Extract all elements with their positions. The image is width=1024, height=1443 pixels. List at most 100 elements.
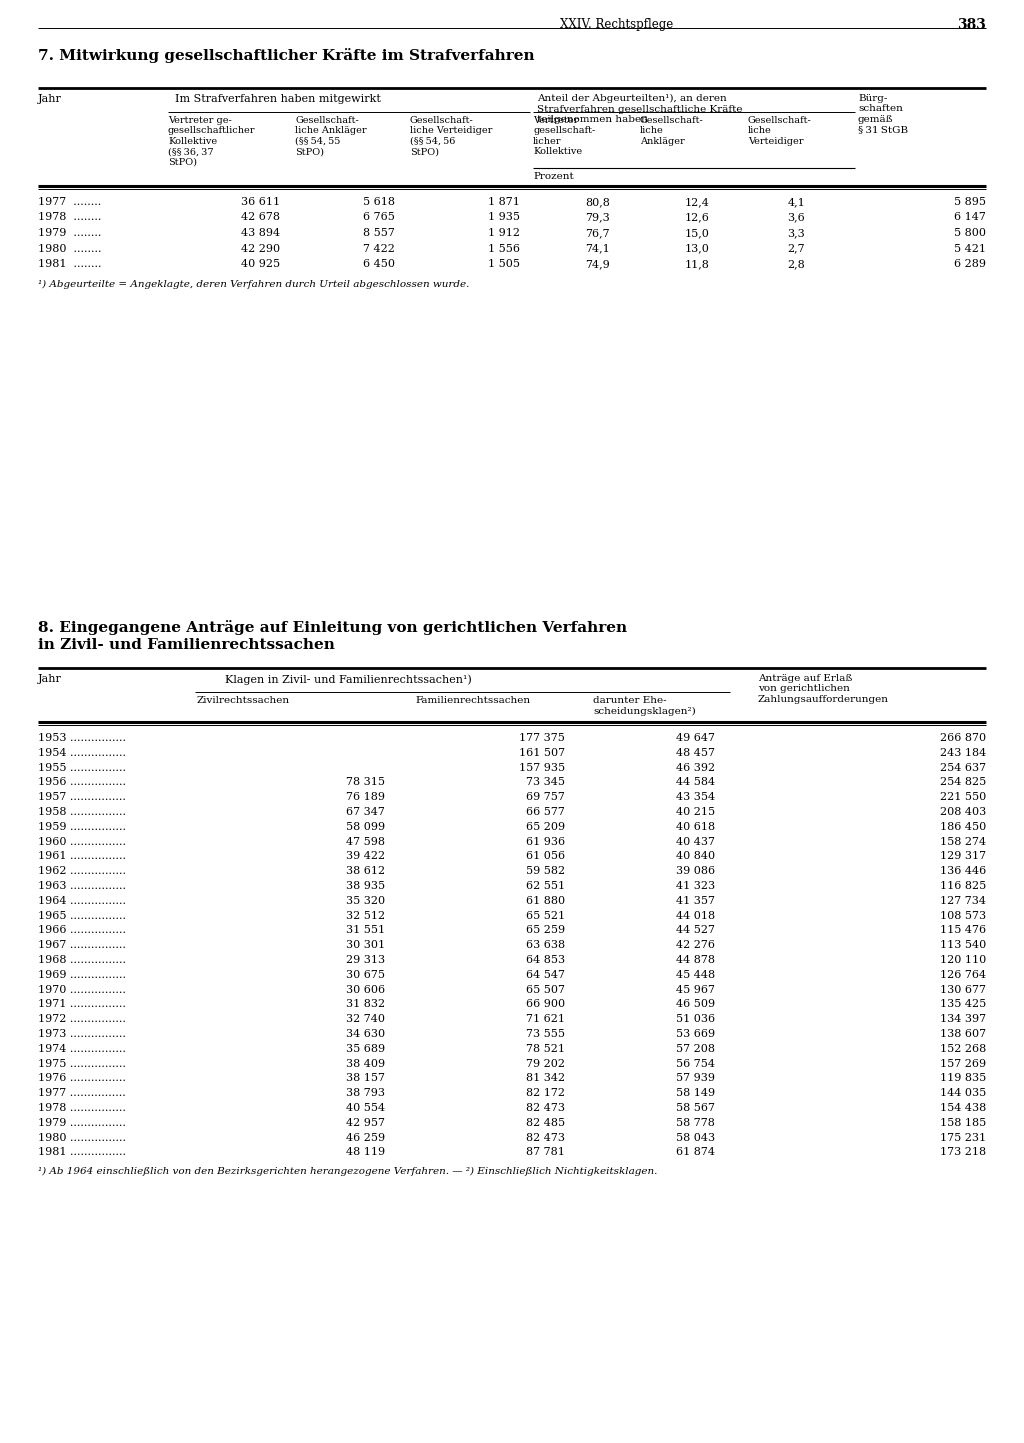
Text: 66 577: 66 577 xyxy=(526,807,565,817)
Text: 39 422: 39 422 xyxy=(346,851,385,861)
Text: 38 157: 38 157 xyxy=(346,1074,385,1084)
Text: 1974 ................: 1974 ................ xyxy=(38,1043,126,1053)
Text: Jahr: Jahr xyxy=(38,674,61,684)
Text: 71 621: 71 621 xyxy=(526,1014,565,1025)
Text: 1 912: 1 912 xyxy=(488,228,520,238)
Text: 64 853: 64 853 xyxy=(526,955,565,965)
Text: 42 678: 42 678 xyxy=(241,212,280,222)
Text: 76 189: 76 189 xyxy=(346,792,385,802)
Text: ¹) Abgeurteilte = Angeklagte, deren Verfahren durch Urteil abgeschlossen wurde.: ¹) Abgeurteilte = Angeklagte, deren Verf… xyxy=(38,280,469,289)
Text: ¹) Ab 1964 einschließlich von den Bezirksgerichten herangezogene Verfahren. — ²): ¹) Ab 1964 einschließlich von den Bezirk… xyxy=(38,1167,657,1176)
Text: 41 323: 41 323 xyxy=(676,882,715,890)
Text: 1981  ........: 1981 ........ xyxy=(38,258,101,268)
Text: 1963 ................: 1963 ................ xyxy=(38,882,126,890)
Text: 119 835: 119 835 xyxy=(940,1074,986,1084)
Text: Jahr: Jahr xyxy=(38,94,61,104)
Text: 1957 ................: 1957 ................ xyxy=(38,792,126,802)
Text: 45 967: 45 967 xyxy=(676,984,715,994)
Text: 66 900: 66 900 xyxy=(526,1000,565,1010)
Text: 46 392: 46 392 xyxy=(676,762,715,772)
Text: 161 507: 161 507 xyxy=(519,747,565,758)
Text: 144 035: 144 035 xyxy=(940,1088,986,1098)
Text: 1967 ................: 1967 ................ xyxy=(38,941,126,949)
Text: 6 450: 6 450 xyxy=(362,258,395,268)
Text: 243 184: 243 184 xyxy=(940,747,986,758)
Text: 1961 ................: 1961 ................ xyxy=(38,851,126,861)
Text: 7 422: 7 422 xyxy=(364,244,395,254)
Text: Anteil der Abgeurteilten¹), an deren
Strafverfahren gesellschaftliche Kräfte
tei: Anteil der Abgeurteilten¹), an deren Str… xyxy=(537,94,742,124)
Text: 126 764: 126 764 xyxy=(940,970,986,980)
Text: 116 825: 116 825 xyxy=(940,882,986,890)
Text: 1955 ................: 1955 ................ xyxy=(38,762,126,772)
Text: 44 527: 44 527 xyxy=(676,925,715,935)
Text: 40 554: 40 554 xyxy=(346,1102,385,1113)
Text: 40 925: 40 925 xyxy=(241,258,280,268)
Text: 11,8: 11,8 xyxy=(685,258,710,268)
Text: 1 556: 1 556 xyxy=(488,244,520,254)
Text: 80,8: 80,8 xyxy=(585,198,610,206)
Text: Familienrechtssachen: Familienrechtssachen xyxy=(415,696,530,706)
Text: 39 086: 39 086 xyxy=(676,866,715,876)
Text: 134 397: 134 397 xyxy=(940,1014,986,1025)
Text: 1972 ................: 1972 ................ xyxy=(38,1014,126,1025)
Text: 8. Eingegangene Anträge auf Einleitung von gerichtlichen Verfahren: 8. Eingegangene Anträge auf Einleitung v… xyxy=(38,620,627,635)
Text: 35 689: 35 689 xyxy=(346,1043,385,1053)
Text: 64 547: 64 547 xyxy=(526,970,565,980)
Text: Gesellschaft-
liche Verteidiger
(§§ 54, 56
StPO): Gesellschaft- liche Verteidiger (§§ 54, … xyxy=(410,115,493,156)
Text: 136 446: 136 446 xyxy=(940,866,986,876)
Text: 59 582: 59 582 xyxy=(526,866,565,876)
Text: 13,0: 13,0 xyxy=(685,244,710,254)
Text: 82 473: 82 473 xyxy=(526,1102,565,1113)
Text: 41 357: 41 357 xyxy=(676,896,715,906)
Text: Prozent: Prozent xyxy=(534,172,573,180)
Text: 82 485: 82 485 xyxy=(526,1118,565,1128)
Text: 46 509: 46 509 xyxy=(676,1000,715,1010)
Text: Gesellschaft-
liche
Verteidiger: Gesellschaft- liche Verteidiger xyxy=(748,115,812,146)
Text: 53 669: 53 669 xyxy=(676,1029,715,1039)
Text: 65 259: 65 259 xyxy=(526,925,565,935)
Text: 177 375: 177 375 xyxy=(519,733,565,743)
Text: 1962 ................: 1962 ................ xyxy=(38,866,126,876)
Text: 127 734: 127 734 xyxy=(940,896,986,906)
Text: 1958 ................: 1958 ................ xyxy=(38,807,126,817)
Text: 46 259: 46 259 xyxy=(346,1133,385,1143)
Text: 56 754: 56 754 xyxy=(676,1059,715,1069)
Text: 65 209: 65 209 xyxy=(526,823,565,831)
Text: 186 450: 186 450 xyxy=(940,823,986,831)
Text: 44 878: 44 878 xyxy=(676,955,715,965)
Text: 12,6: 12,6 xyxy=(685,212,710,222)
Text: 40 437: 40 437 xyxy=(676,837,715,847)
Text: 69 757: 69 757 xyxy=(526,792,565,802)
Text: 1969 ................: 1969 ................ xyxy=(38,970,126,980)
Text: 58 099: 58 099 xyxy=(346,823,385,831)
Text: 62 551: 62 551 xyxy=(526,882,565,890)
Text: XXIV. Rechtspflege: XXIV. Rechtspflege xyxy=(560,17,673,30)
Text: 74,9: 74,9 xyxy=(586,258,610,268)
Text: Gesellschaft-
liche
Ankläger: Gesellschaft- liche Ankläger xyxy=(640,115,703,146)
Text: 78 315: 78 315 xyxy=(346,778,385,788)
Text: 2,7: 2,7 xyxy=(787,244,805,254)
Text: 1 871: 1 871 xyxy=(488,198,520,206)
Text: 1980 ................: 1980 ................ xyxy=(38,1133,126,1143)
Text: 1973 ................: 1973 ................ xyxy=(38,1029,126,1039)
Text: 1959 ................: 1959 ................ xyxy=(38,823,126,831)
Text: 1968 ................: 1968 ................ xyxy=(38,955,126,965)
Text: Klagen in Zivil- und Familienrechtssachen¹): Klagen in Zivil- und Familienrechtssache… xyxy=(225,674,472,684)
Text: 115 476: 115 476 xyxy=(940,925,986,935)
Text: 3,6: 3,6 xyxy=(787,212,805,222)
Text: 42 276: 42 276 xyxy=(676,941,715,949)
Text: 1978 ................: 1978 ................ xyxy=(38,1102,126,1113)
Text: 58 567: 58 567 xyxy=(676,1102,715,1113)
Text: 135 425: 135 425 xyxy=(940,1000,986,1010)
Text: 1975 ................: 1975 ................ xyxy=(38,1059,126,1069)
Text: 173 218: 173 218 xyxy=(940,1147,986,1157)
Text: Vertreter
gesellschaft-
licher
Kollektive: Vertreter gesellschaft- licher Kollektiv… xyxy=(534,115,595,156)
Text: 61 874: 61 874 xyxy=(676,1147,715,1157)
Text: 76,7: 76,7 xyxy=(586,228,610,238)
Text: 40 215: 40 215 xyxy=(676,807,715,817)
Text: 5 800: 5 800 xyxy=(954,228,986,238)
Text: 82 473: 82 473 xyxy=(526,1133,565,1143)
Text: 6 765: 6 765 xyxy=(364,212,395,222)
Text: 40 618: 40 618 xyxy=(676,823,715,831)
Text: 1960 ................: 1960 ................ xyxy=(38,837,126,847)
